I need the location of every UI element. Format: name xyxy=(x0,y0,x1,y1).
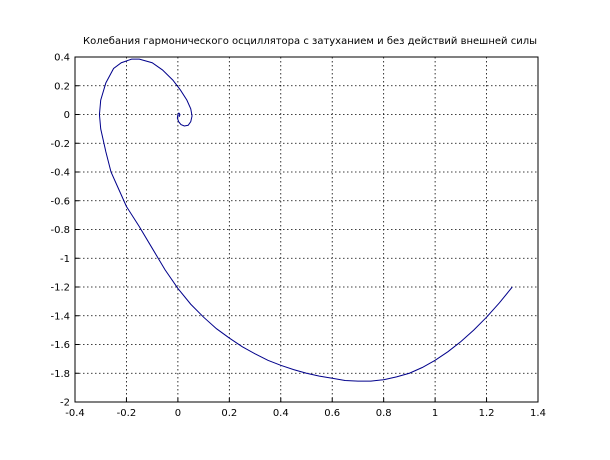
series-line xyxy=(98,58,513,382)
y-tick-label: 0.4 xyxy=(54,53,70,64)
y-axis: 0.4 0.2 0 -0.2 -0.4 -0.6 -0.8 -1 -1.2 -1.4 -1.6 -1.… xyxy=(50,53,79,409)
x-tick-label: 0.2 xyxy=(221,408,237,419)
x-tick-label: 0.8 xyxy=(376,408,392,419)
x-axis: -0.4 -0.2 0 0.2 0.4 0.6 0.8 1 1.2 1.4 xyxy=(65,398,546,419)
x-tick-label: 0.6 xyxy=(324,408,340,419)
x-tick-label: -0.2 xyxy=(117,408,137,419)
chart-title: Колебания гармонического осциллятора с з… xyxy=(83,36,537,47)
x-tick-label: 1.4 xyxy=(530,408,546,419)
x-tick-label: 0 xyxy=(175,408,181,419)
y-tick-label: -2 xyxy=(60,398,70,409)
y-tick-label: -0.6 xyxy=(50,196,70,207)
y-tick-label: 0.2 xyxy=(54,81,70,92)
y-tick-label: -1.2 xyxy=(50,283,70,294)
y-tick-label: -1.8 xyxy=(50,369,70,380)
y-tick-label: -0.4 xyxy=(50,168,70,179)
y-tick-label: -0.8 xyxy=(50,225,70,236)
x-tick-label: 1 xyxy=(432,408,438,419)
y-tick-label: 0 xyxy=(64,110,70,121)
y-tick-label: -1 xyxy=(60,254,70,265)
grid xyxy=(75,57,538,402)
x-tick-label: 0.4 xyxy=(273,408,289,419)
y-tick-label: -1.6 xyxy=(50,340,70,351)
y-tick-label: -1.4 xyxy=(50,311,70,322)
y-tick-label: -0.2 xyxy=(50,139,70,150)
x-tick-label: -0.4 xyxy=(65,408,85,419)
x-tick-label: 1.2 xyxy=(479,408,495,419)
